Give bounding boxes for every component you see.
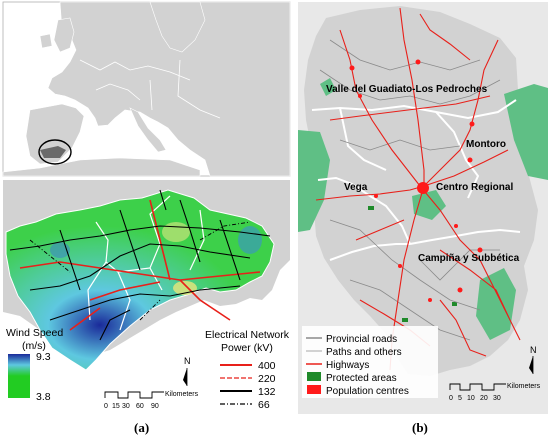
legend-label-paths: Paths and others: [326, 347, 402, 358]
svg-text:0: 0: [449, 395, 453, 402]
scale-bar-a: Kilometers 0 15 30 60 90: [104, 391, 199, 410]
svg-text:60: 60: [136, 403, 144, 410]
svg-text:5: 5: [458, 395, 462, 402]
wind-legend-title: Wind Speed: [6, 327, 63, 339]
electrical-network-legend: Electrical Network Power (kV) 400 220 13…: [205, 329, 290, 411]
region-label-campina: Campiña y Subbética: [418, 253, 520, 264]
svg-text:Kilometers: Kilometers: [165, 391, 199, 398]
legend-label-132: 132: [258, 386, 276, 398]
svg-text:10: 10: [467, 395, 475, 402]
svg-text:15: 15: [112, 403, 120, 410]
network-legend-title: Electrical Network: [205, 329, 290, 341]
region-label-vega: Vega: [344, 182, 368, 193]
wind-speed-map: [3, 180, 290, 413]
wind-speed-legend: Wind Speed (m/s) 9.3 3.8: [6, 327, 63, 403]
legend-swatch-population: [307, 385, 321, 394]
legend-label-66: 66: [258, 399, 270, 411]
region-labels: Valle del Guadiato-Los Pedroches Montoro…: [326, 84, 520, 264]
highlight-circle: [38, 139, 72, 165]
wind-legend-max: 9.3: [36, 351, 51, 363]
panel-a-caption: (a): [134, 420, 150, 435]
region-label-montoro: Montoro: [466, 139, 506, 150]
wind-legend-gradient-bottom: [8, 376, 30, 398]
legend-label-220: 220: [258, 373, 276, 385]
region-label-centro: Centro Regional: [436, 182, 513, 193]
north-arrow-b: N: [529, 345, 537, 374]
wind-legend-gradient-top: [8, 354, 30, 376]
svg-text:20: 20: [480, 395, 488, 402]
cordoba-province-map: [298, 2, 548, 414]
region-label-valle-guadiato: Valle del Guadiato-Los Pedroches: [326, 84, 488, 95]
legend-label-protected: Protected areas: [326, 373, 397, 384]
legend-label-highways: Highways: [326, 360, 369, 371]
wind-legend-unit: (m/s): [22, 340, 46, 352]
svg-text:Kilometers: Kilometers: [507, 383, 541, 390]
network-legend-subtitle: Power (kV): [221, 342, 273, 354]
scale-bar-b: Kilometers 0 5 10 20 30: [449, 383, 541, 402]
svg-text:N: N: [530, 345, 537, 355]
svg-text:30: 30: [122, 403, 130, 410]
panel-b-caption: (b): [412, 420, 428, 435]
legend-label-population: Population centres: [326, 386, 409, 397]
svg-text:N: N: [184, 356, 191, 366]
legend-label-400: 400: [258, 360, 276, 372]
svg-text:0: 0: [104, 403, 108, 410]
europe-inset-map: [2, 1, 291, 177]
legend-label-provincial-roads: Provincial roads: [326, 334, 397, 345]
legend-swatch-protected: [307, 372, 321, 381]
north-arrow-a: N: [183, 356, 191, 386]
svg-text:30: 30: [493, 395, 501, 402]
svg-text:90: 90: [151, 403, 159, 410]
infrastructure-legend: Provincial roads Paths and others Highwa…: [302, 326, 438, 398]
wind-legend-min: 3.8: [36, 391, 51, 403]
